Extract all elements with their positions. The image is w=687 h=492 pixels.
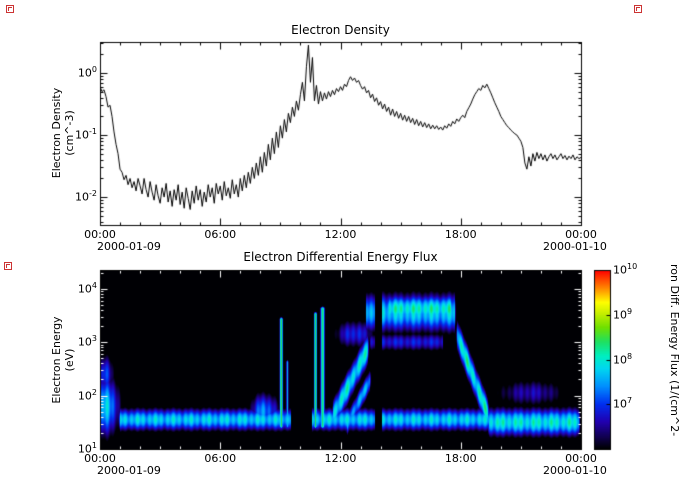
flux-x-tick-label: 00:00 <box>565 452 597 465</box>
energy-y-tick-label: 103 <box>77 334 97 349</box>
colorbar-tick-label: 109 <box>613 306 633 322</box>
colorbar-tick-label: 1010 <box>613 262 638 277</box>
red-artifact-marker-2 <box>634 5 642 13</box>
density-x-tick-label: 00:00 <box>84 228 116 241</box>
flux-x-tick-label: 00:00 <box>84 452 116 465</box>
flux-date-left: 2000-01-09 <box>97 464 161 477</box>
energy-y-axis-label: Electron Energy (eV) <box>49 270 77 450</box>
flux-x-tick-label: 06:00 <box>204 452 237 465</box>
density-x-tick-label: 06:00 <box>204 228 237 241</box>
density-y-axis-label: Electron Density (cm^-3) <box>49 43 77 223</box>
density-date-right: 2000-01-10 <box>543 240 607 253</box>
energy-y-tick-label: 104 <box>77 280 97 296</box>
density-plot-title: Electron Density <box>291 23 390 37</box>
red-artifact-marker-1 <box>6 5 14 13</box>
red-artifact-marker-3 <box>4 262 12 270</box>
energy-y-axis-label-line2: (eV) <box>63 348 76 372</box>
flux-x-tick-label: 18:00 <box>444 452 477 465</box>
density-x-tick-label: 18:00 <box>444 228 477 241</box>
energy-y-axis-label-line1: Electron Energy <box>50 316 63 404</box>
density-y-tick-label: 10-1 <box>75 127 97 142</box>
density-y-tick-label: 10-2 <box>75 189 97 204</box>
flux-x-tick-label: 12:00 <box>324 452 357 465</box>
flux-date-right: 2000-01-10 <box>543 464 607 477</box>
colorbar-tick-label: 107 <box>613 396 633 411</box>
density-x-tick-label: 12:00 <box>324 228 357 241</box>
density-date-left: 2000-01-09 <box>97 240 161 253</box>
flux-plot-title: Electron Differential Energy Flux <box>243 250 438 264</box>
density-x-tick-label: 00:00 <box>565 228 597 241</box>
colorbar-tick-label: 108 <box>613 351 633 367</box>
density-y-tick-label: 100 <box>77 65 97 80</box>
colorbar-axis-label: ron Diff. Energy Flux (1/(cm^2- <box>668 264 681 437</box>
density-y-axis-label-line1: Electron Density <box>50 87 63 179</box>
energy-y-tick-label: 102 <box>77 387 97 403</box>
energy-y-tick-label: 101 <box>77 441 97 456</box>
